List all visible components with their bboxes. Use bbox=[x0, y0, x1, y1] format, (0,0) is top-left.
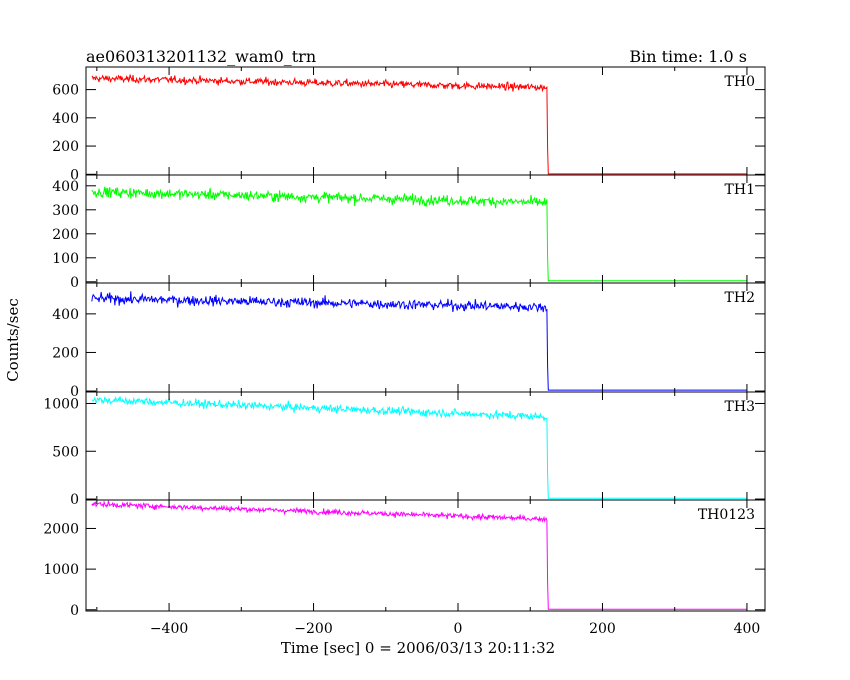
panel-th1: 0 100 200 300 400 TH1 bbox=[52, 174, 766, 291]
series-line-th0 bbox=[91, 74, 747, 175]
y-tick-label: 200 bbox=[52, 227, 79, 243]
series-line-th1 bbox=[91, 186, 747, 282]
y-tick-label: 1000 bbox=[43, 396, 79, 412]
x-axis: −400 −200 0 200 400 bbox=[150, 621, 760, 637]
x-tick-label: −200 bbox=[294, 621, 332, 637]
series-line-th2 bbox=[91, 291, 747, 391]
series-line-th0123 bbox=[91, 500, 747, 610]
series-line-th3 bbox=[91, 395, 747, 499]
y-tick-label: 0 bbox=[70, 492, 79, 508]
y-axis-label: Counts/sec bbox=[4, 298, 22, 382]
panel-th3: 0 500 1000 TH3 bbox=[43, 391, 766, 508]
bin-time-label: Bin time: 1.0 s bbox=[629, 47, 747, 66]
y-tick-label: 200 bbox=[52, 139, 79, 155]
panel-label: TH1 bbox=[725, 182, 755, 198]
y-tick-label: 0 bbox=[70, 603, 79, 619]
x-axis-label: Time [sec] 0 = 2006/03/13 20:11:32 bbox=[281, 639, 555, 657]
y-tick-label: 300 bbox=[52, 203, 79, 219]
y-tick-label: 500 bbox=[52, 444, 79, 460]
panel-label: TH0123 bbox=[698, 507, 755, 523]
y-tick-label: 200 bbox=[52, 345, 79, 361]
panel-label: TH3 bbox=[725, 399, 755, 415]
y-tick-label: 400 bbox=[52, 179, 79, 195]
panel-th0123: 0 1000 2000 TH0123 bbox=[43, 499, 766, 619]
x-tick-label: 0 bbox=[454, 621, 463, 637]
x-tick-label: 400 bbox=[734, 621, 761, 637]
panel-th2: 0 200 400 TH2 bbox=[52, 282, 766, 400]
y-tick-label: 0 bbox=[70, 167, 79, 183]
panel-frame bbox=[85, 391, 766, 501]
x-tick-label: 200 bbox=[589, 621, 616, 637]
panel-label: TH0 bbox=[725, 74, 755, 90]
panel-label: TH2 bbox=[725, 290, 755, 306]
y-tick-label: 600 bbox=[52, 83, 79, 99]
y-tick-label: 1000 bbox=[43, 562, 79, 578]
y-tick-label: 0 bbox=[70, 275, 79, 291]
panel-th0: 0 200 400 600 TH0 bbox=[52, 66, 766, 183]
panel-frame bbox=[85, 174, 766, 284]
panel-frame bbox=[85, 499, 766, 612]
y-tick-label: 400 bbox=[52, 307, 79, 323]
chart-title: ae060313201132_wam0_trn bbox=[86, 47, 316, 66]
y-tick-label: 2000 bbox=[43, 521, 79, 537]
x-tick-label: −400 bbox=[150, 621, 188, 637]
y-tick-label: 100 bbox=[52, 251, 79, 267]
y-tick-label: 0 bbox=[70, 384, 79, 400]
y-tick-label: 400 bbox=[52, 111, 79, 127]
